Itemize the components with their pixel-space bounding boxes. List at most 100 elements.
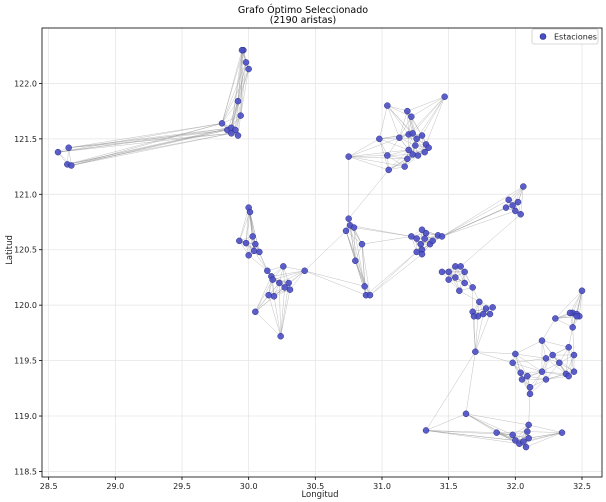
graph-edge <box>512 358 547 364</box>
station-point <box>517 369 524 377</box>
graph-edge <box>240 68 249 116</box>
station-point <box>237 112 244 119</box>
graph-edge <box>348 169 389 219</box>
station-point <box>518 376 526 383</box>
graph-edge <box>579 290 583 317</box>
station-point <box>514 198 522 206</box>
graph-edge <box>528 393 531 425</box>
graph-edge <box>472 307 493 313</box>
graph-edge <box>388 155 419 171</box>
graph-edge <box>407 111 413 134</box>
station-point <box>569 324 576 331</box>
graph-edge <box>515 353 543 372</box>
station-point <box>461 268 468 276</box>
graph-edge <box>240 62 247 116</box>
graph-edge <box>441 186 524 237</box>
graph-edge <box>345 230 363 245</box>
graph-edge <box>273 296 281 337</box>
graph-edge <box>304 230 347 271</box>
station-point <box>542 355 550 362</box>
chart-title: Grafo Óptimo Seleccionado <box>238 4 368 16</box>
graph-edge <box>237 115 241 136</box>
graph-edge <box>448 271 460 291</box>
graph-edge <box>416 96 445 140</box>
y-tick-label: 121.5 <box>14 135 37 144</box>
station-point <box>246 208 254 216</box>
x-tick-label: 30.0 <box>240 482 258 491</box>
graph-edge <box>545 358 567 375</box>
graph-edge <box>399 111 408 138</box>
station-point <box>345 153 352 160</box>
station-point <box>556 359 563 367</box>
graph-edge <box>67 123 223 165</box>
x-tick-label: 28.5 <box>40 482 58 491</box>
graph-edge <box>525 432 563 448</box>
station-point <box>472 348 479 355</box>
graph-edge <box>545 362 560 380</box>
y-tick-label: 122.0 <box>14 79 37 88</box>
station-point <box>218 120 226 127</box>
graph-edge <box>272 270 305 280</box>
y-tick-label: 119.5 <box>14 357 37 366</box>
x-tick-label: 29.5 <box>173 482 191 491</box>
graph-edge <box>572 327 575 356</box>
graph-edge <box>387 105 409 135</box>
station-point <box>438 233 446 240</box>
station-point <box>384 152 391 159</box>
station-point <box>445 276 452 283</box>
station-point <box>68 162 75 169</box>
graph-edge <box>57 127 232 153</box>
graph-edge <box>541 371 567 375</box>
graph-edge <box>569 290 583 314</box>
graph-edge <box>71 123 223 166</box>
station-point <box>565 344 572 351</box>
station-point <box>269 276 276 283</box>
station-point <box>404 107 411 115</box>
station-point <box>280 263 287 270</box>
graph-edge <box>475 313 491 352</box>
graph-edge <box>528 424 563 433</box>
graph-edge <box>259 251 268 271</box>
station-point <box>441 93 448 100</box>
graph-edge <box>239 211 251 241</box>
y-axis-label: Latitud <box>5 235 15 265</box>
station-point <box>417 240 424 248</box>
graph-edge <box>348 149 409 157</box>
station-point <box>542 376 550 383</box>
graph-edge <box>68 133 232 148</box>
graph-edge <box>304 270 365 287</box>
station-point <box>301 267 308 275</box>
station-point <box>65 144 72 151</box>
graph-edge <box>348 155 388 157</box>
graph-edge <box>349 225 356 261</box>
x-tick-label: 29.0 <box>106 482 124 491</box>
graph-edge <box>572 290 583 314</box>
graph-edge <box>512 186 524 206</box>
legend: Estaciones <box>531 28 599 45</box>
graph-edge <box>365 251 417 296</box>
station-point <box>549 351 556 359</box>
graph-edge <box>515 424 529 441</box>
legend-label: Estaciones <box>554 33 597 42</box>
graph-edge <box>245 212 251 244</box>
station-point <box>538 368 546 375</box>
station-point <box>517 211 524 218</box>
graph-edge <box>568 347 575 372</box>
graph-edge <box>572 290 583 328</box>
graph-edge <box>348 156 408 160</box>
station-point <box>470 312 478 320</box>
station-point <box>404 155 411 163</box>
graph-edge <box>441 210 516 237</box>
graph-edge <box>520 371 543 374</box>
graph-edge <box>555 290 583 319</box>
graph-edge <box>280 287 285 337</box>
station-point <box>482 305 490 312</box>
graph-edge <box>379 137 400 140</box>
x-tick-label: 30.5 <box>306 482 324 491</box>
graph-edge <box>348 156 405 167</box>
station-point <box>384 102 391 109</box>
station-point <box>352 257 359 265</box>
graph-edge <box>459 290 480 303</box>
graph-edge <box>221 50 243 124</box>
station-point <box>486 310 494 318</box>
